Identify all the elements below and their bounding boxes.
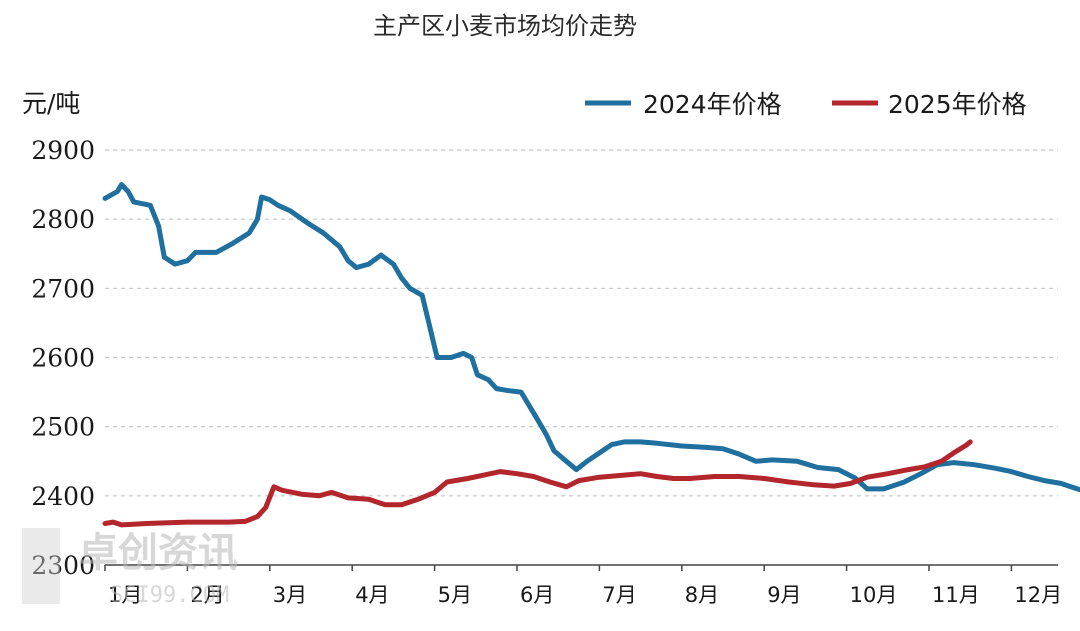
x-tick-label: 3月 xyxy=(273,583,307,607)
watermark: 卓创资讯 SCI99.COM xyxy=(22,528,238,608)
y-tick-label: 2400 xyxy=(31,482,95,511)
legend-item-2025: 2025年价格 xyxy=(832,90,1027,119)
legend-label-2025: 2025年价格 xyxy=(888,90,1027,119)
y-tick-label: 2600 xyxy=(31,344,95,373)
legend-item-2024: 2024年价格 xyxy=(585,90,782,119)
x-tick-label: 12月 xyxy=(1014,583,1062,607)
x-tick-label: 8月 xyxy=(685,583,719,607)
x-tick-label: 4月 xyxy=(355,583,389,607)
y-tick-label: 2800 xyxy=(31,205,95,234)
watermark-text: 卓创资讯 xyxy=(78,530,238,576)
x-tick-label: 9月 xyxy=(767,583,801,607)
y-axis-ticks: 2900 2800 2700 2600 2500 2400 2300 xyxy=(31,136,95,580)
gridlines xyxy=(105,149,1058,566)
x-tick-label: 6月 xyxy=(520,583,554,607)
legend: 2024年价格 2025年价格 xyxy=(585,90,1027,119)
series-line-2024 xyxy=(102,182,1080,493)
x-tick-label: 1月 xyxy=(108,583,142,607)
legend-label-2024: 2024年价格 xyxy=(643,90,782,119)
y-tick-label: 2700 xyxy=(31,274,95,303)
x-tick-label: 11月 xyxy=(932,583,980,607)
y-tick-label: 2300 xyxy=(31,551,95,580)
y-axis-unit-label: 元/吨 xyxy=(22,89,80,118)
watermark-url: SCI99.COM xyxy=(110,583,229,608)
x-tick-label: 5月 xyxy=(438,583,472,607)
y-tick-label: 2900 xyxy=(31,136,95,165)
x-tick-label: 10月 xyxy=(850,583,898,607)
x-axis-ticks: 1月 2月 3月 4月 5月 6月 7月 8月 9月 10月 11月 12月 xyxy=(104,565,1062,607)
series-line-2025 xyxy=(102,439,973,528)
chart-title: 主产区小麦市场均价走势 xyxy=(373,12,637,40)
series-lines xyxy=(102,182,1080,528)
y-tick-label: 2500 xyxy=(31,413,95,442)
x-tick-label: 7月 xyxy=(602,583,636,607)
watermark-logo-icon xyxy=(22,528,60,604)
x-tick-label: 2月 xyxy=(190,583,224,607)
